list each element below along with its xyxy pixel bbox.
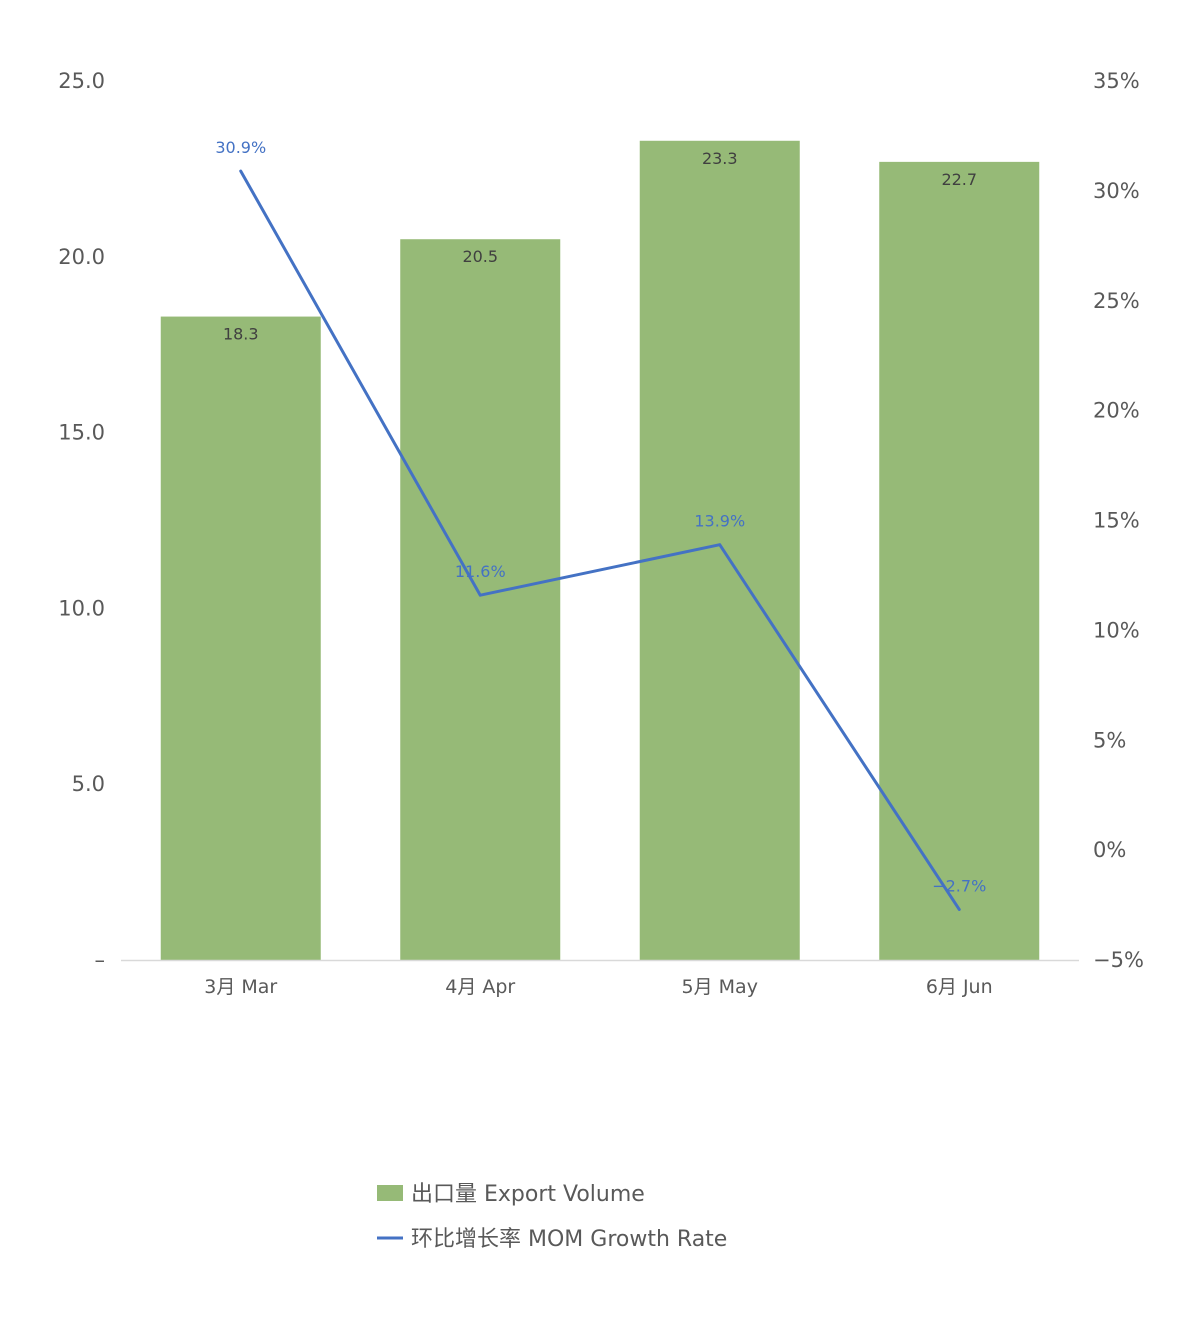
y-right-tick-label: 10%	[1093, 618, 1140, 642]
x-tick-label: 3月 Mar	[204, 976, 277, 998]
bar-data-label: 22.7	[941, 170, 977, 189]
y-right-tick-label: 30%	[1093, 179, 1140, 203]
line-data-label: 30.9%	[215, 138, 266, 157]
y-left-tick-label: 10.0	[58, 596, 105, 620]
legend-label-export-volume: 出口量 Export Volume	[411, 1182, 645, 1207]
y-left-tick-label: 15.0	[58, 421, 105, 445]
y-right-tick-label: −5%	[1093, 948, 1144, 972]
bar-data-label: 18.3	[223, 325, 259, 344]
data-labels: 18.3 20.5 23.3 22.7 30.9% 11.6% 13.9% −2.7%	[215, 138, 986, 895]
y-right-tick-label: 5%	[1093, 728, 1126, 752]
bar-4	[879, 161, 1040, 961]
x-tick-label: 4月 Apr	[445, 976, 515, 998]
growth-rate-line	[239, 169, 961, 911]
legend-label-mom-growth-rate: 环比增长率 MOM Growth Rate	[411, 1227, 727, 1252]
y-left-tick-label: –	[95, 948, 106, 972]
y-left-tick-label: 20.0	[58, 245, 105, 269]
axes: – 5.0 10.0 15.0 20.0 25.0 −5% 0% 5% 10% 15% 20% 25% 3…	[58, 69, 1144, 998]
line-series	[239, 169, 961, 911]
line-data-label: −2.7%	[932, 876, 986, 895]
legend: 出口量 Export Volume 环比增长率 MOM Growth Rate	[377, 1182, 727, 1252]
y-left-tick-label: 5.0	[72, 772, 105, 796]
y-right-tick-label: 15%	[1093, 509, 1140, 533]
y-right-tick-label: 35%	[1093, 69, 1140, 93]
line-data-label: 11.6%	[455, 562, 506, 581]
y-right-tick-label: 20%	[1093, 399, 1140, 423]
x-tick-label: 5月 May	[682, 976, 758, 998]
bar-2	[400, 239, 561, 961]
x-tick-label: 6月 Jun	[926, 976, 993, 998]
y-left-tick-label: 25.0	[58, 69, 105, 93]
legend-bar-swatch	[377, 1185, 403, 1201]
y-right-tick-label: 25%	[1093, 289, 1140, 313]
bar-data-label: 20.5	[462, 247, 498, 266]
bar-3	[639, 140, 800, 961]
line-data-label: 13.9%	[694, 512, 745, 531]
y-right-tick-label: 0%	[1093, 838, 1126, 862]
bar-data-label: 23.3	[702, 149, 738, 168]
bar-1	[160, 316, 321, 960]
